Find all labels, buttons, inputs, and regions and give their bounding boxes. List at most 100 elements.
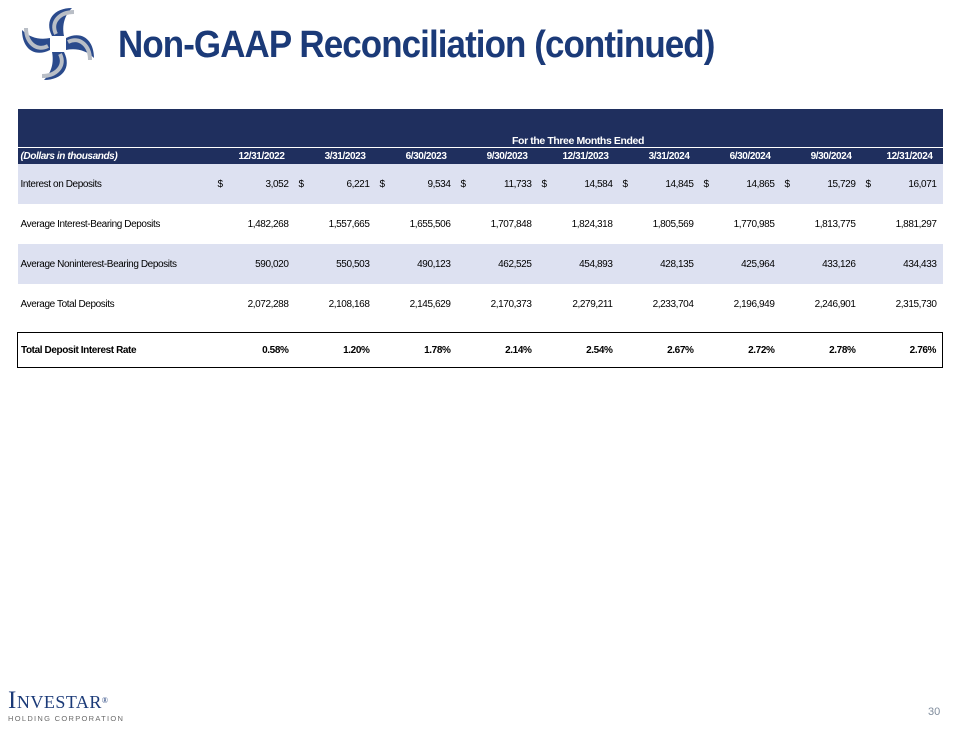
cell-value: 434,433 [871,244,943,284]
currency-symbol [780,244,791,284]
cell-value: 14,865 [709,164,781,204]
row-label: Average Noninterest-Bearing Deposits [17,244,214,284]
currency-symbol: $ [618,164,629,204]
period-header: 12/31/2024 [861,147,943,164]
cell-value: 462,525 [466,244,538,284]
currency-symbol: $ [375,164,386,204]
total-row: Total Deposit Interest Rate 0.58% 1.20% 1.7… [17,332,944,368]
table-header-periods-row: (Dollars in thousands) 12/31/2022 3/31/20… [17,147,943,164]
total-cell-value: 1.20% [294,332,376,368]
total-row-label: Total Deposit Interest Rate [17,332,214,368]
cell-value: 2,233,704 [652,298,694,310]
table-header-empty [17,109,214,148]
table-row: Average Total Deposits 2,072,288 2,108,168… [18,284,943,324]
row-label: Average Interest-Bearing Deposits [20,218,161,230]
currency-symbol [700,284,710,324]
cell-value: 1,557,665 [328,218,370,230]
cell-value: 2,170,373 [490,298,532,310]
currency-symbol [294,244,305,284]
period-header: 12/31/2023 [537,147,619,164]
currency-symbol [538,204,548,244]
cell-value: 2,315,730 [895,298,937,310]
currency-symbol [214,284,224,324]
cell-value: 1,655,506 [409,218,451,230]
total-cell-value: 0.58% [213,332,295,368]
cell-value: 16,071 [871,164,943,204]
currency-symbol: $ [213,164,224,204]
currency-symbol: $ [699,164,710,204]
total-cell-value: 1.78% [375,332,457,368]
currency-symbol [457,204,467,244]
total-cell-value: 2.76% [861,332,944,368]
period-header: 9/30/2024 [780,147,862,164]
cell-value: 433,126 [790,244,862,284]
cell-value: 6,221 [304,164,376,204]
currency-symbol [457,284,467,324]
cell-value: 1,813,775 [814,218,856,230]
period-header: 9/30/2023 [456,147,538,164]
currency-symbol [214,204,224,244]
currency-symbol: $ [294,164,305,204]
cell-value: 3,052 [223,164,295,204]
currency-symbol [619,204,629,244]
company-subtitle: HOLDING CORPORATION [8,714,125,723]
cell-value: 14,845 [628,164,700,204]
currency-symbol [376,204,386,244]
currency-symbol [700,204,710,244]
table-body: For the Three Months Ended (Dollars in t… [17,109,944,368]
cell-value: 1,770,985 [733,218,775,230]
cell-value: 490,123 [385,244,457,284]
period-header: 3/31/2024 [618,147,700,164]
currency-symbol [781,204,791,244]
company-name: Investar [8,687,102,714]
cell-value: 1,482,268 [247,218,289,230]
deposit-reconciliation-table: For the Three Months Ended (Dollars in t… [17,109,944,368]
table-row: Interest on Deposits $3,052 $6,221 $9,534 $1… [17,164,943,204]
currency-symbol [862,284,872,324]
cell-value: 15,729 [790,164,862,204]
company-logo: Investar® HOLDING CORPORATION [8,687,125,723]
reconciliation-table-container: For the Three Months Ended (Dollars in t… [17,109,944,368]
period-header: 3/31/2023 [294,147,376,164]
page-title: Non-GAAP Reconciliation (continued) [118,24,715,66]
cell-value: 1,881,297 [895,218,937,230]
registered-mark: ® [101,696,109,705]
cell-value: 550,503 [304,244,376,284]
group-header: For the Three Months Ended [213,109,943,148]
cell-value: 428,135 [628,244,700,284]
cell-value: 2,108,168 [328,298,370,310]
page-number: 30 [928,706,941,718]
currency-symbol: $ [780,164,791,204]
total-cell-value: 2.54% [537,332,619,368]
cell-value: 2,246,901 [814,298,856,310]
currency-symbol [375,244,386,284]
cell-value: 9,534 [385,164,457,204]
cell-value: 454,893 [547,244,619,284]
currency-symbol: $ [861,164,872,204]
cell-value: 2,196,949 [733,298,775,310]
cell-value: 2,279,211 [572,298,613,310]
cell-value: 1,824,318 [571,218,613,230]
cell-value: 425,964 [709,244,781,284]
cell-value: 590,020 [223,244,295,284]
cell-value: 1,805,569 [652,218,694,230]
pinwheel-logo-icon [22,8,94,80]
currency-symbol [781,284,791,324]
cell-value: 2,072,288 [247,298,289,310]
table-header-group-row: For the Three Months Ended [17,109,943,148]
total-cell-value: 2.72% [699,332,781,368]
currency-symbol [537,244,548,284]
currency-symbol: $ [537,164,548,204]
spacer-row [18,324,943,333]
period-header: 6/30/2024 [699,147,781,164]
cell-value: 1,707,848 [490,218,532,230]
table-row: Average Interest-Bearing Deposits 1,482,2… [18,204,943,244]
currency-symbol: $ [456,164,467,204]
table-row: Average Noninterest-Bearing Deposits 590,… [17,244,943,284]
total-cell-value: 2.78% [780,332,862,368]
row-label: Interest on Deposits [17,164,214,204]
cell-value: 2,145,629 [409,298,451,310]
currency-symbol [295,204,305,244]
currency-symbol [213,244,224,284]
row-label: Average Total Deposits [20,298,115,310]
